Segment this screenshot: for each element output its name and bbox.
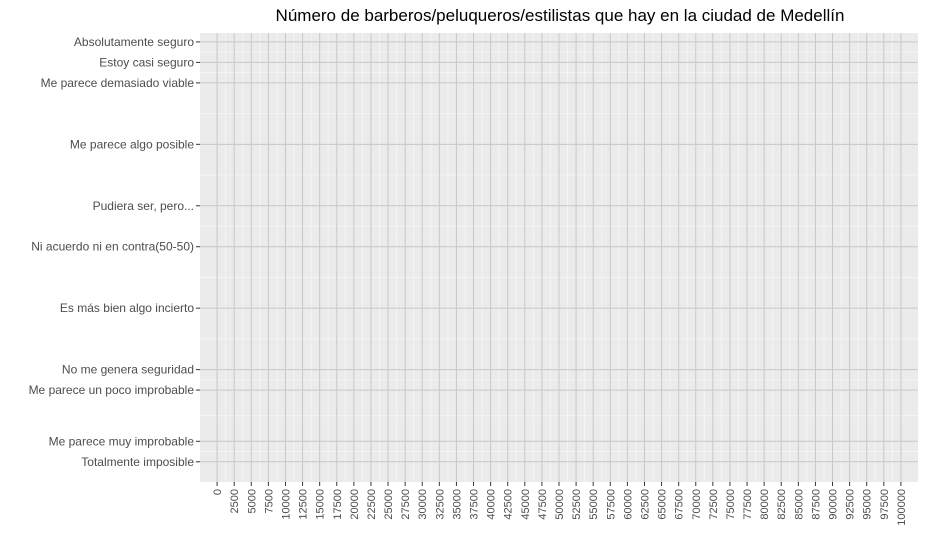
- x-tick-label: 55000: [588, 489, 600, 520]
- x-tick-label: 35000: [451, 489, 463, 520]
- x-tick-label: 12500: [298, 489, 310, 520]
- y-tick-label: Totalmente imposible: [81, 455, 194, 469]
- x-tick-label: 87500: [810, 489, 822, 520]
- y-tick-label: No me genera seguridad: [62, 363, 194, 377]
- x-tick-label: 20000: [349, 489, 361, 520]
- x-tick-label: 70000: [691, 489, 703, 520]
- y-tick-label: Me parece demasiado viable: [41, 76, 195, 90]
- y-tick-label: Estoy casi seguro: [99, 55, 194, 69]
- y-tick-label: Ni acuerdo ni en contra(50-50): [31, 240, 194, 254]
- x-tick-label: 85000: [793, 489, 805, 520]
- x-tick-label: 7500: [263, 489, 275, 513]
- x-tick-label: 95000: [862, 489, 874, 520]
- x-tick-label: 17500: [332, 489, 344, 520]
- x-tick-label: 15000: [315, 489, 327, 520]
- y-tick-label: Pudiera ser, pero...: [93, 199, 194, 213]
- x-tick-label: 92500: [845, 489, 857, 520]
- x-tick-label: 80000: [759, 489, 771, 520]
- y-tick-label: Me parece muy improbable: [49, 434, 195, 448]
- y-tick-label: Absolutamente seguro: [74, 35, 194, 49]
- x-tick-label: 45000: [520, 489, 532, 520]
- x-tick-label: 57500: [605, 489, 617, 520]
- y-tick-label: Me parece un poco improbable: [29, 383, 195, 397]
- x-tick-label: 5000: [246, 489, 258, 513]
- x-tick-label: 50000: [554, 489, 566, 520]
- x-tick-label: 10000: [280, 489, 292, 520]
- x-tick-label: 82500: [776, 489, 788, 520]
- x-tick-label: 27500: [400, 489, 412, 520]
- y-tick-label: Es más bien algo incierto: [60, 301, 194, 315]
- x-tick-label: 47500: [537, 489, 549, 520]
- x-tick-label: 37500: [469, 489, 481, 520]
- x-tick-label: 2500: [229, 489, 241, 513]
- x-tick-label: 97500: [879, 489, 891, 520]
- x-tick-label: 42500: [503, 489, 515, 520]
- x-tick-label: 60000: [622, 489, 634, 520]
- x-tick-label: 77500: [742, 489, 754, 520]
- x-tick-label: 90000: [828, 489, 840, 520]
- x-tick-label: 62500: [639, 489, 651, 520]
- x-tick-label: 25000: [383, 489, 395, 520]
- x-tick-label: 22500: [366, 489, 378, 520]
- x-tick-label: 30000: [417, 489, 429, 520]
- x-tick-label: 65000: [657, 489, 669, 520]
- x-tick-label: 52500: [571, 489, 583, 520]
- x-tick-label: 100000: [896, 489, 908, 526]
- x-tick-label: 72500: [708, 489, 720, 520]
- x-tick-label: 75000: [725, 489, 737, 520]
- x-tick-label: 32500: [434, 489, 446, 520]
- y-tick-label: Me parece algo posible: [70, 137, 194, 151]
- x-tick-label: 0: [212, 489, 224, 495]
- x-tick-label: 67500: [674, 489, 686, 520]
- chart-title: Número de barberos/peluqueros/estilistas…: [275, 6, 845, 25]
- x-tick-label: 40000: [486, 489, 498, 520]
